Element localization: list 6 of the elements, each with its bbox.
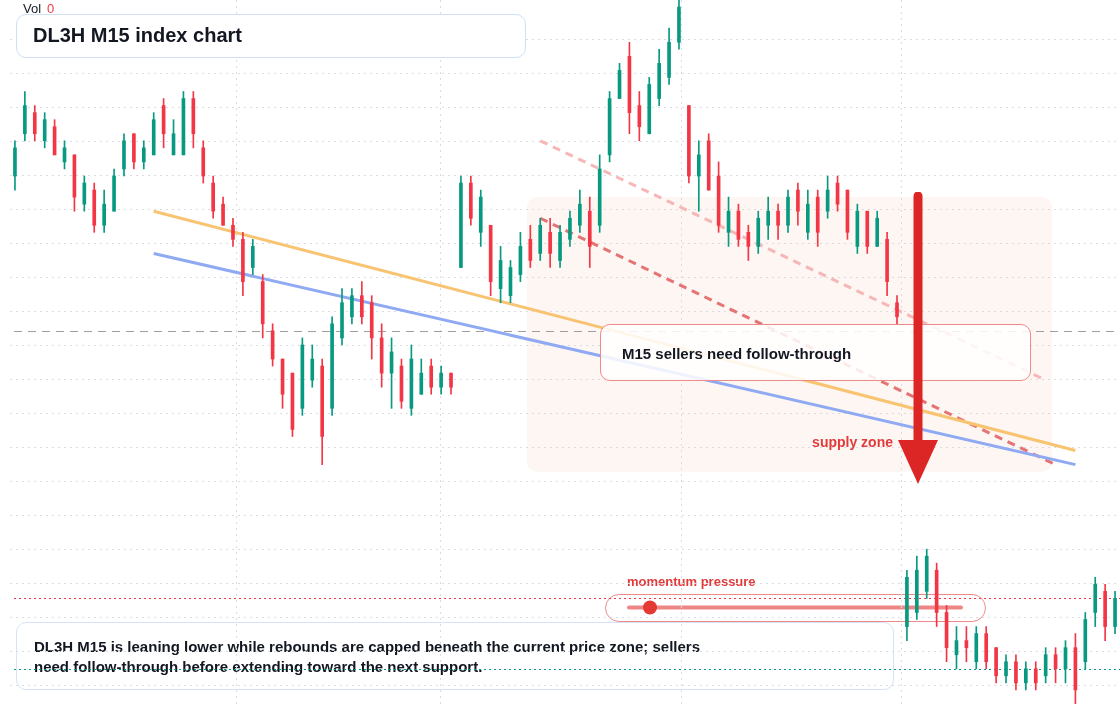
annotation: Vol (23, 1, 42, 16)
title-panel: DL3H M15 index chart (16, 14, 526, 58)
callout-panel: M15 sellers need follow-through (600, 324, 1031, 381)
annotation: 0 (47, 1, 55, 16)
band-label: supply zone (812, 433, 894, 450)
annotation: momentum pressure (627, 574, 756, 589)
